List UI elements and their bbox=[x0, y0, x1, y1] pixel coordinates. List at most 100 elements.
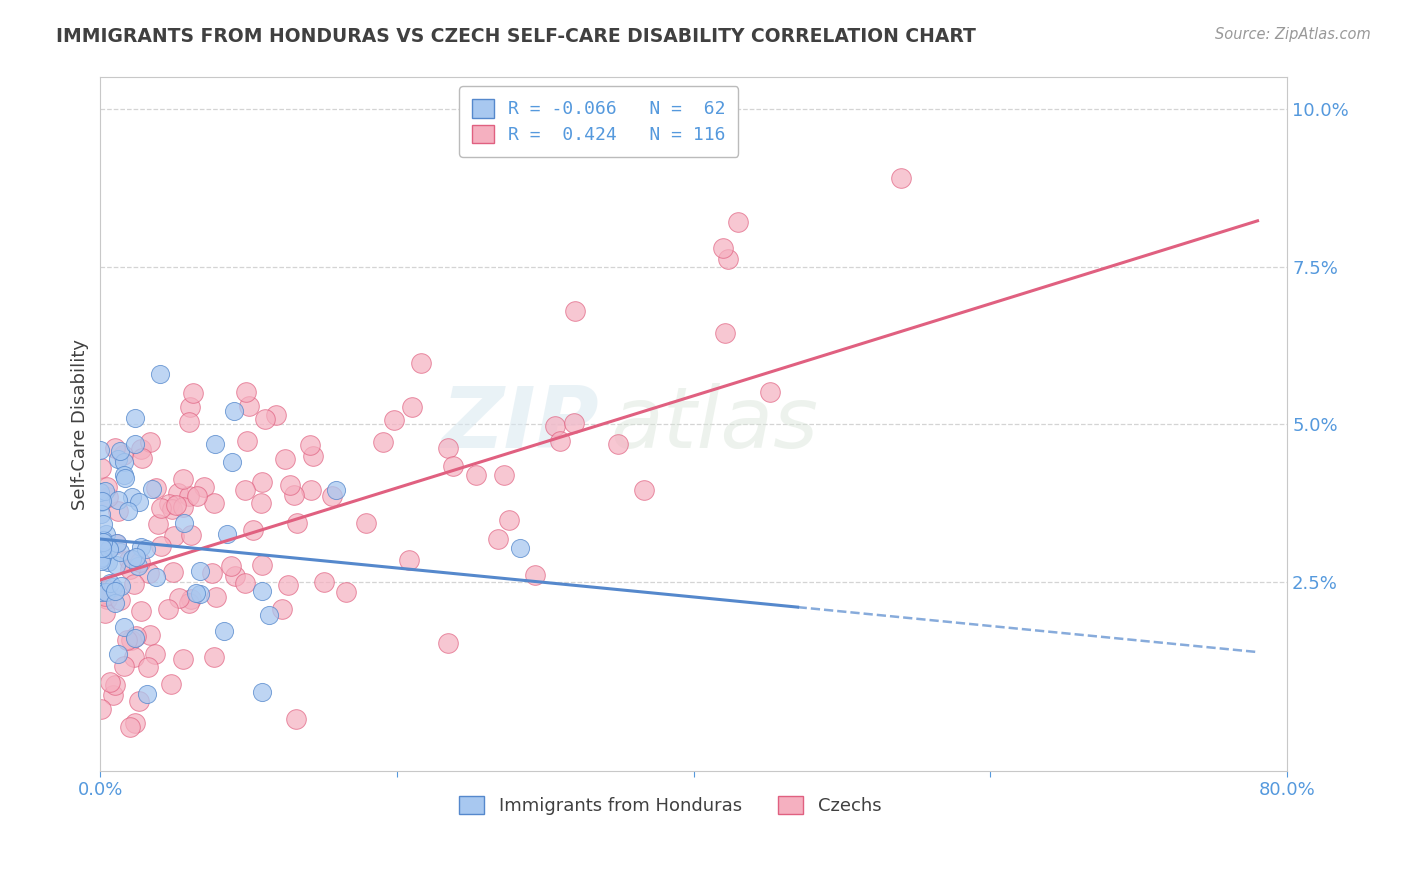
Point bbox=[138, 435, 160, 450]
Point bbox=[172, 472, 194, 486]
Point bbox=[201, 566, 224, 580]
Point bbox=[112, 620, 135, 634]
Text: atlas: atlas bbox=[610, 383, 818, 466]
Point bbox=[186, 489, 208, 503]
Point bbox=[264, 408, 287, 422]
Point bbox=[149, 501, 172, 516]
Point bbox=[523, 568, 546, 582]
Point bbox=[165, 498, 187, 512]
Point bbox=[436, 636, 458, 650]
Point bbox=[129, 555, 152, 569]
Point bbox=[96, 584, 118, 599]
Point bbox=[131, 450, 153, 465]
Point bbox=[169, 591, 191, 605]
Point bbox=[108, 545, 131, 559]
Point bbox=[112, 467, 135, 482]
Point bbox=[250, 558, 273, 572]
Point bbox=[713, 326, 735, 340]
Point bbox=[325, 483, 347, 497]
Point bbox=[235, 385, 257, 400]
Point bbox=[498, 513, 520, 527]
Point bbox=[107, 504, 129, 518]
Point bbox=[107, 452, 129, 467]
Point bbox=[91, 535, 114, 549]
Point bbox=[129, 442, 152, 456]
Point bbox=[90, 507, 112, 521]
Point bbox=[727, 215, 749, 229]
Point bbox=[221, 455, 243, 469]
Point bbox=[97, 541, 120, 556]
Point bbox=[188, 564, 211, 578]
Point bbox=[121, 491, 143, 505]
Point bbox=[131, 540, 153, 554]
Point bbox=[122, 577, 145, 591]
Point bbox=[149, 540, 172, 554]
Point bbox=[252, 475, 274, 489]
Point bbox=[96, 526, 118, 541]
Point bbox=[181, 386, 204, 401]
Point bbox=[179, 490, 201, 504]
Point bbox=[285, 516, 308, 531]
Point bbox=[382, 413, 405, 427]
Point bbox=[104, 678, 127, 692]
Point bbox=[97, 539, 120, 553]
Point bbox=[89, 443, 111, 458]
Point bbox=[145, 570, 167, 584]
Legend: Immigrants from Honduras, Czechs: Immigrants from Honduras, Czechs bbox=[450, 787, 890, 824]
Point bbox=[409, 356, 432, 370]
Point bbox=[173, 516, 195, 530]
Point bbox=[465, 468, 488, 483]
Point bbox=[125, 550, 148, 565]
Point bbox=[759, 384, 782, 399]
Point bbox=[120, 632, 142, 647]
Point bbox=[222, 404, 245, 418]
Point bbox=[135, 541, 157, 556]
Point bbox=[356, 516, 378, 531]
Point bbox=[215, 527, 238, 541]
Point bbox=[180, 528, 202, 542]
Point bbox=[562, 416, 585, 430]
Point bbox=[124, 631, 146, 645]
Point bbox=[93, 607, 115, 621]
Point bbox=[441, 458, 464, 473]
Point bbox=[97, 490, 120, 504]
Point bbox=[236, 434, 259, 449]
Point bbox=[252, 685, 274, 699]
Point bbox=[713, 241, 735, 255]
Point bbox=[114, 471, 136, 485]
Point bbox=[717, 252, 740, 267]
Point bbox=[117, 504, 139, 518]
Point bbox=[184, 585, 207, 599]
Point bbox=[124, 716, 146, 731]
Point bbox=[104, 558, 127, 572]
Point bbox=[124, 650, 146, 665]
Point bbox=[103, 442, 125, 456]
Point bbox=[278, 477, 301, 491]
Point bbox=[160, 501, 183, 516]
Point bbox=[101, 580, 124, 594]
Point bbox=[401, 400, 423, 414]
Point bbox=[143, 647, 166, 661]
Point bbox=[108, 443, 131, 458]
Point bbox=[96, 583, 118, 598]
Point bbox=[124, 410, 146, 425]
Point bbox=[141, 482, 163, 496]
Point bbox=[93, 484, 115, 499]
Point bbox=[136, 660, 159, 674]
Point bbox=[103, 688, 125, 702]
Point bbox=[162, 566, 184, 580]
Point bbox=[138, 628, 160, 642]
Point bbox=[233, 576, 256, 591]
Point bbox=[98, 675, 121, 690]
Point bbox=[146, 516, 169, 531]
Point bbox=[179, 400, 201, 414]
Point bbox=[193, 480, 215, 494]
Point bbox=[128, 694, 150, 708]
Point bbox=[321, 489, 343, 503]
Point bbox=[96, 582, 118, 597]
Point bbox=[120, 720, 142, 734]
Point bbox=[179, 596, 201, 610]
Point bbox=[298, 438, 321, 452]
Point bbox=[486, 532, 509, 546]
Point bbox=[136, 687, 159, 701]
